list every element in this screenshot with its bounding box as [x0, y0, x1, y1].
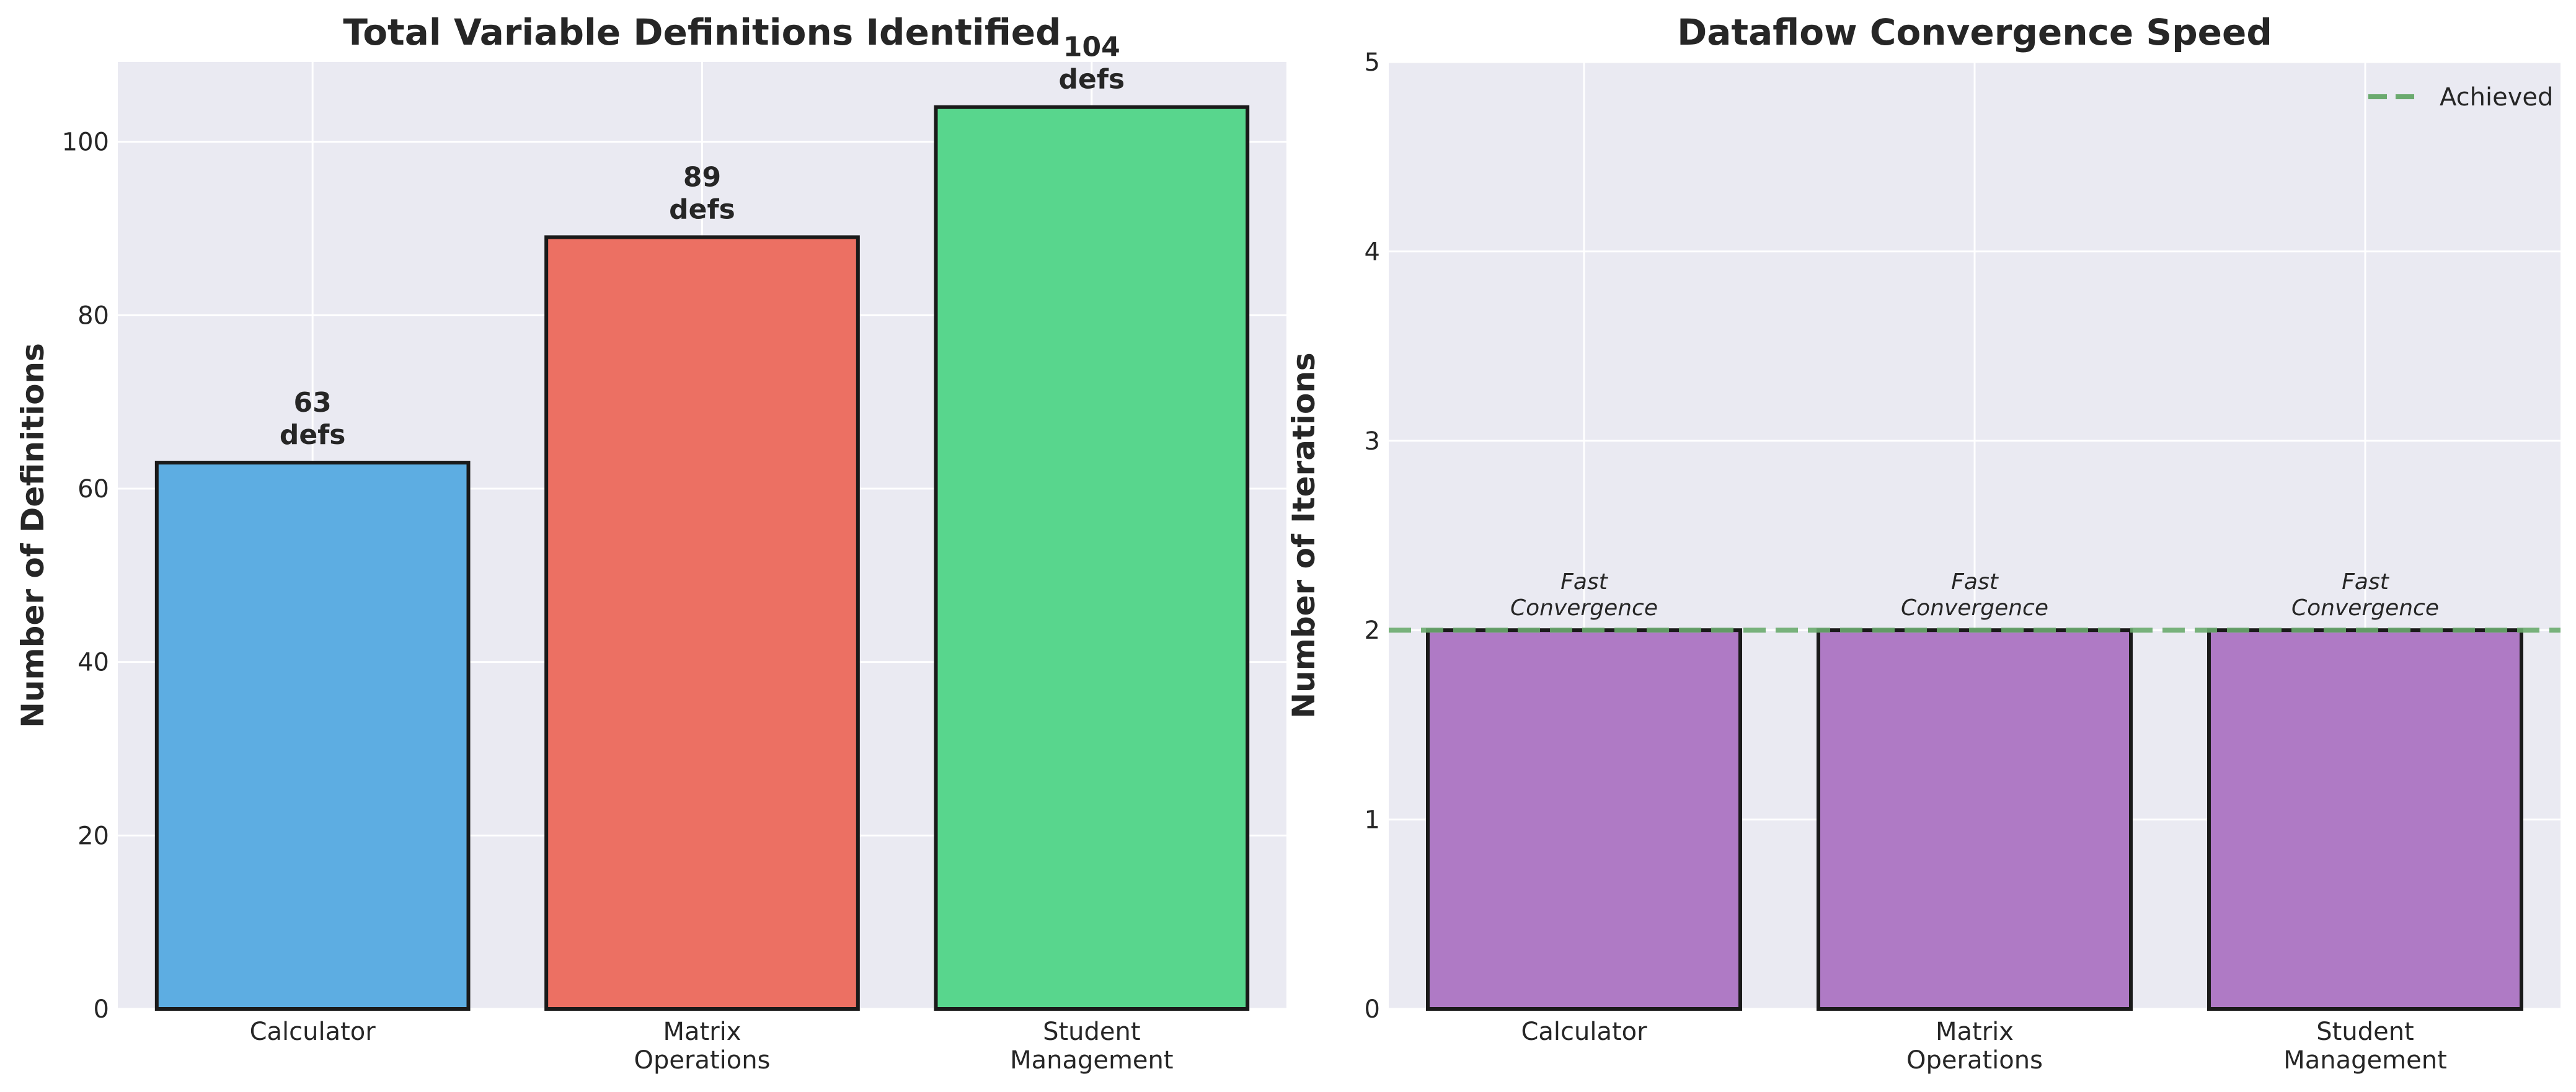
bar-data-label: Fast Convergence	[2291, 569, 2439, 621]
bar-2	[544, 235, 860, 1011]
bar-2	[1817, 628, 2133, 1011]
bar-1	[1426, 628, 1742, 1011]
x-tick-label: Matrix Operations	[634, 1018, 771, 1075]
y-tick-label: 3	[1365, 427, 1380, 456]
bar-3	[2207, 628, 2523, 1011]
y-tick-label: 40	[77, 649, 109, 677]
x-tick-label: Student Management	[2283, 1018, 2447, 1075]
bar-data-label: Fast Convergence	[1510, 569, 1658, 621]
y-tick-label: 4	[1365, 237, 1380, 266]
y-axis-label: Number of Definitions	[15, 343, 51, 728]
bar-data-label: 63 defs	[280, 387, 346, 451]
y-tick-label: 60	[77, 475, 109, 504]
x-tick-label: Calculator	[1521, 1018, 1647, 1046]
y-tick-label: 100	[62, 128, 109, 157]
y-tick-label: 80	[77, 301, 109, 330]
chart-panel-1	[118, 62, 1286, 1011]
y-axis-label: Number of Iterations	[1286, 352, 1322, 718]
x-tick-label: Matrix Operations	[1906, 1018, 2043, 1075]
y-tick-label: 0	[94, 995, 109, 1024]
bar-data-label: 89 defs	[669, 161, 735, 225]
chart-title: Total Variable Definitions Identified	[343, 11, 1061, 53]
bar-3	[934, 105, 1250, 1011]
bar-data-label: 104 defs	[1058, 32, 1125, 95]
y-tick-label: 2	[1365, 616, 1380, 645]
bar-data-label: Fast Convergence	[1901, 569, 2048, 621]
chart-title: Dataflow Convergence Speed	[1677, 11, 2272, 53]
chart-panel-2	[1389, 61, 2561, 1011]
x-tick-label: Calculator	[250, 1018, 376, 1046]
y-tick-label: 20	[77, 822, 109, 850]
x-tick-label: Student Management	[1010, 1018, 1174, 1075]
y-tick-label: 0	[1365, 995, 1380, 1024]
bar-1	[154, 461, 471, 1011]
y-tick-label: 1	[1365, 806, 1380, 835]
y-tick-label: 5	[1365, 48, 1380, 77]
legend-label: Achieved	[2440, 83, 2553, 112]
